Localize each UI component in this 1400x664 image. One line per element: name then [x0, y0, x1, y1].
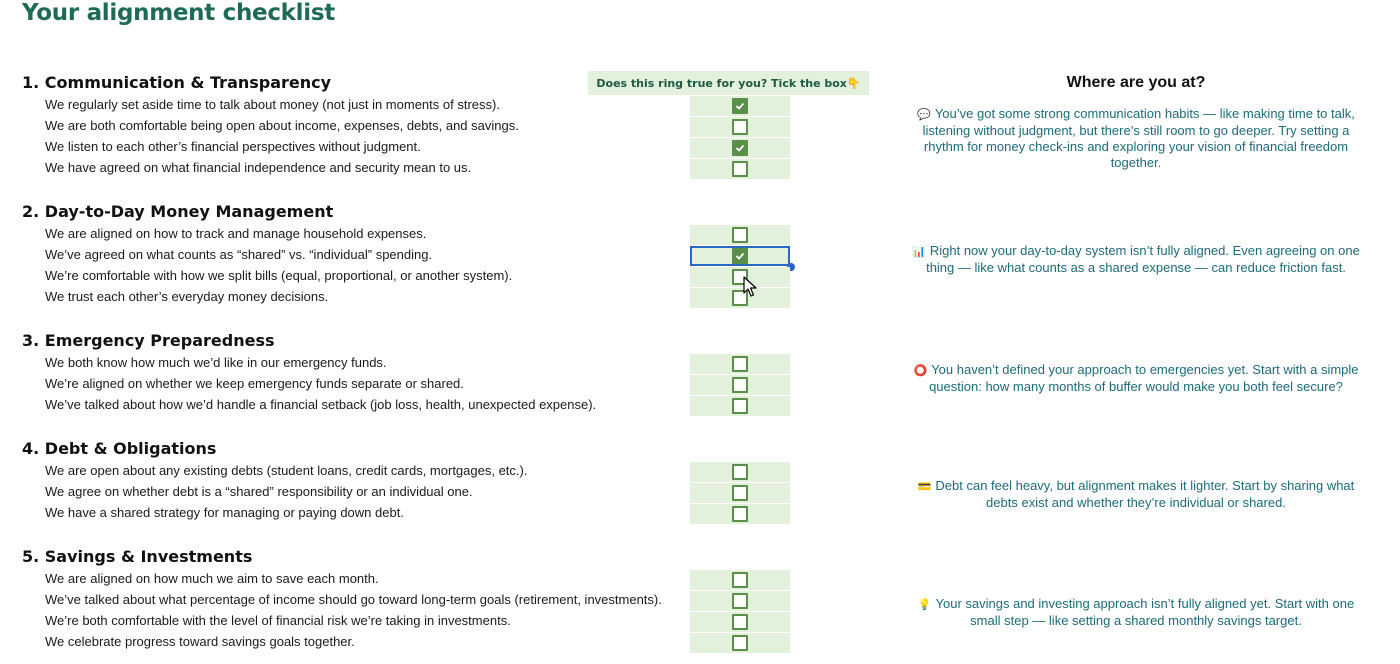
checkbox-cell[interactable]: [690, 396, 790, 416]
feedback-message: 💬 You’ve got some strong communication ha…: [910, 106, 1362, 171]
checkbox-unchecked[interactable]: [732, 572, 748, 588]
checkbox-cell[interactable]: [690, 117, 790, 137]
checklist-item-text: We regularly set aside time to talk abou…: [45, 97, 500, 112]
checkbox-column-header: Does this ring true for you? Tick the bo…: [588, 71, 869, 95]
checkbox-unchecked[interactable]: [732, 119, 748, 135]
checkbox-unchecked[interactable]: [732, 377, 748, 393]
checkbox-cell[interactable]: [690, 159, 790, 179]
feedback-text: You’ve got some strong communication hab…: [922, 106, 1355, 170]
mouse-cursor-icon: [743, 276, 757, 297]
checkbox-unchecked[interactable]: [732, 485, 748, 501]
checkmark-icon: [735, 252, 745, 260]
checkbox-checked[interactable]: [732, 140, 748, 156]
checkbox-cell[interactable]: [690, 570, 790, 590]
feedback-emoji-icon: 💬: [917, 109, 931, 121]
checkbox-unchecked[interactable]: [732, 614, 748, 630]
checkbox-unchecked[interactable]: [732, 593, 748, 609]
checkbox-unchecked[interactable]: [732, 398, 748, 414]
checkbox-cell[interactable]: [690, 462, 790, 482]
checklist-item-text: We agree on whether debt is a “shared” r…: [45, 484, 473, 499]
section-title: 3. Emergency Preparedness: [22, 331, 275, 350]
checklist-item-text: We’re comfortable with how we split bill…: [45, 268, 513, 283]
feedback-text: Debt can feel heavy, but alignment makes…: [935, 478, 1355, 510]
checkbox-cell[interactable]: [690, 138, 790, 158]
checkbox-cell[interactable]: [690, 483, 790, 503]
section-title: 2. Day-to-Day Money Management: [22, 202, 334, 221]
checkbox-checked[interactable]: [732, 98, 748, 114]
checklist-item-text: We are both comfortable being open about…: [45, 118, 519, 133]
checkbox-cell[interactable]: [690, 225, 790, 245]
checkbox-unchecked[interactable]: [732, 290, 748, 306]
feedback-message: 📊 Right now your day-to-day system isn’t …: [910, 243, 1362, 276]
feedback-emoji-icon: 📊: [912, 246, 926, 258]
page-title: Your alignment checklist: [22, 0, 335, 26]
where-are-you-header: Where are you at?: [1066, 74, 1206, 91]
feedback-text: You haven’t defined your approach to eme…: [929, 362, 1359, 394]
feedback-emoji-icon: ⭕: [913, 365, 928, 377]
checkbox-cell[interactable]: [690, 288, 790, 308]
checkbox-cell[interactable]: [690, 612, 790, 632]
feedback-emoji-icon: 💳: [917, 481, 932, 493]
checklist-item-text: We’re aligned on whether we keep emergen…: [45, 376, 464, 391]
checkbox-checked[interactable]: [732, 248, 748, 264]
feedback-text: Right now your day-to-day system isn’t f…: [926, 243, 1360, 275]
checkmark-icon: [735, 144, 745, 152]
checklist-item-text: We’re both comfortable with the level of…: [45, 613, 511, 628]
feedback-emoji-icon: 💡: [917, 599, 932, 611]
checkbox-cell[interactable]: [690, 591, 790, 611]
checkbox-unchecked[interactable]: [732, 506, 748, 522]
feedback-message: 💳 Debt can feel heavy, but alignment make…: [910, 478, 1362, 511]
checklist-item-text: We have agreed on what financial indepen…: [45, 160, 472, 175]
checkbox-cell[interactable]: [690, 354, 790, 374]
checkbox-cell[interactable]: [690, 504, 790, 524]
checklist-item-text: We listen to each other’s financial pers…: [45, 139, 421, 154]
checklist-item-text: We’ve talked about what percentage of in…: [45, 592, 662, 607]
checkbox-cell[interactable]: [690, 96, 790, 116]
checkbox-unchecked[interactable]: [732, 227, 748, 243]
checklist-item-text: We are aligned on how much we aim to sav…: [45, 571, 379, 586]
checkbox-unchecked[interactable]: [732, 356, 748, 372]
feedback-message: 💡 Your savings and investing approach isn…: [910, 596, 1362, 629]
checklist-item-text: We are aligned on how to track and manag…: [45, 226, 427, 241]
section-title: 4. Debt & Obligations: [22, 439, 217, 458]
checklist-item-text: We trust each other’s everyday money dec…: [45, 289, 329, 304]
checklist-item-text: We are open about any existing debts (st…: [45, 463, 528, 478]
checklist-item-text: We both know how much we’d like in our e…: [45, 355, 387, 370]
checkbox-cell[interactable]: [690, 375, 790, 395]
checklist-item-text: We’ve agreed on what counts as “shared” …: [45, 247, 433, 262]
checkbox-cell[interactable]: [690, 267, 790, 287]
checkbox-unchecked[interactable]: [732, 464, 748, 480]
checkmark-icon: [735, 102, 745, 110]
checkbox-cell[interactable]: [690, 246, 790, 266]
feedback-text: Your savings and investing approach isn’…: [935, 596, 1355, 628]
feedback-message: ⭕ You haven’t defined your approach to em…: [910, 362, 1362, 395]
checkbox-unchecked[interactable]: [732, 635, 748, 651]
checklist-item-text: We have a shared strategy for managing o…: [45, 505, 404, 520]
section-title: 1. Communication & Transparency: [22, 73, 332, 92]
checkbox-unchecked[interactable]: [732, 161, 748, 177]
checklist-item-text: We’ve talked about how we’d handle a fin…: [45, 397, 597, 412]
checkbox-cell[interactable]: [690, 633, 790, 653]
checklist-item-text: We celebrate progress toward savings goa…: [45, 634, 355, 649]
section-title: 5. Savings & Investments: [22, 547, 253, 566]
